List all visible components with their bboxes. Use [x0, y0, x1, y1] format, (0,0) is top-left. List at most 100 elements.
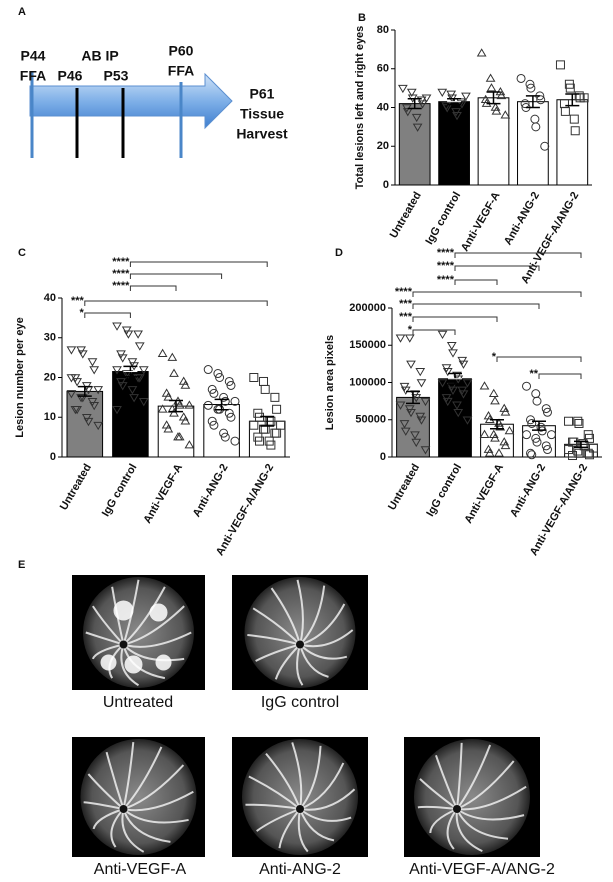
data-point — [157, 348, 168, 357]
data-point — [579, 93, 589, 103]
y-tick-label: 50000 — [355, 414, 386, 426]
data-point — [416, 416, 427, 425]
x-tick-label: Untreated — [58, 462, 94, 512]
vessel — [83, 801, 124, 810]
x-tick-label: IgG control — [423, 190, 463, 247]
bar — [438, 101, 470, 186]
vessel — [456, 760, 515, 810]
vessel — [417, 805, 458, 810]
timeline-label: Tissue — [240, 106, 284, 122]
error-bar — [169, 399, 183, 413]
significance-label: **** — [112, 268, 130, 280]
data-point — [573, 416, 583, 426]
error-bar — [406, 390, 420, 405]
bar — [66, 390, 104, 458]
significance-label: **** — [437, 247, 455, 259]
data-point — [540, 141, 550, 151]
vessel — [299, 603, 346, 646]
data-point — [266, 440, 276, 450]
significance-bracket — [538, 373, 582, 379]
data-point — [180, 380, 191, 389]
data-point — [121, 326, 132, 335]
data-point — [127, 386, 138, 395]
vessel — [299, 808, 352, 822]
data-point — [453, 375, 464, 384]
significance-label: *** — [71, 295, 85, 307]
error-bar — [525, 95, 540, 109]
data-point — [169, 408, 179, 417]
data-point — [542, 407, 552, 417]
x-tick-label: IgG control — [100, 462, 140, 519]
data-point — [526, 83, 536, 93]
vessel — [247, 633, 301, 646]
x-tick-label: Anti-ANG-2 — [191, 462, 231, 519]
data-point — [134, 342, 145, 351]
data-point — [260, 424, 270, 434]
timeline-panel: A P44 FFA AB IP P46 P53 P60 FFA P61 Tiss… — [18, 6, 288, 158]
timeline-label: P53 — [104, 68, 129, 84]
data-point — [568, 451, 578, 461]
data-point — [490, 433, 500, 442]
bar — [157, 405, 195, 458]
vessel — [299, 808, 335, 842]
vessel — [122, 742, 135, 810]
data-point — [400, 386, 411, 395]
data-point — [259, 376, 269, 386]
vessel — [455, 808, 483, 853]
data-point — [406, 409, 416, 418]
bar — [112, 371, 149, 458]
data-point — [412, 123, 423, 132]
data-point — [395, 334, 406, 343]
optic-disc — [296, 640, 304, 649]
lesion-spot — [113, 600, 134, 621]
data-point — [574, 448, 584, 458]
data-point — [420, 397, 431, 407]
lesion-spot — [100, 654, 117, 671]
data-point — [129, 394, 139, 403]
data-point — [157, 404, 168, 413]
data-point — [209, 420, 219, 430]
data-point — [76, 346, 86, 355]
data-point — [93, 421, 104, 431]
significance-bracket — [454, 265, 540, 271]
data-point — [174, 400, 185, 409]
vessel — [446, 808, 458, 850]
significance-bracket — [129, 273, 223, 279]
data-point — [116, 378, 126, 387]
y-tick-label: 40 — [44, 292, 56, 304]
data-point — [452, 111, 462, 121]
data-point — [77, 350, 88, 359]
data-point — [442, 368, 453, 377]
significance-label: * — [80, 307, 85, 319]
y-tick-label: 100000 — [349, 376, 386, 388]
data-point — [437, 88, 448, 97]
data-point — [272, 404, 282, 414]
data-point — [117, 354, 128, 363]
vessel — [291, 742, 303, 810]
significance-label: ** — [529, 368, 538, 380]
vessel — [435, 754, 458, 810]
data-point — [574, 418, 584, 428]
data-point — [546, 430, 556, 440]
vessel — [85, 631, 124, 646]
panel-letter: D — [335, 247, 343, 259]
data-point — [570, 126, 580, 136]
vessel — [296, 579, 304, 645]
data-point — [584, 450, 594, 460]
vessel — [245, 803, 301, 810]
data-point — [249, 373, 259, 382]
data-point — [569, 114, 579, 124]
data-point — [448, 386, 458, 395]
vessel — [121, 808, 145, 853]
significance-bracket — [84, 300, 268, 306]
vessel — [122, 808, 189, 824]
data-point — [526, 448, 536, 458]
data-point — [400, 427, 411, 436]
timeline-label: AB IP — [81, 48, 118, 64]
data-point — [406, 360, 416, 369]
error-bar — [532, 420, 546, 431]
data-point — [404, 334, 415, 343]
vessel — [110, 808, 125, 848]
data-point — [452, 401, 462, 410]
vessel — [123, 790, 194, 812]
